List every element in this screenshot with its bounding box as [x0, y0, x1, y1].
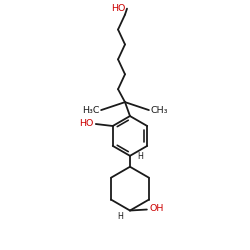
Text: H: H: [117, 212, 123, 221]
Text: HO: HO: [110, 4, 125, 13]
Text: H: H: [137, 152, 143, 161]
Text: HO: HO: [80, 118, 94, 128]
Text: H₃C: H₃C: [82, 106, 99, 114]
Text: CH₃: CH₃: [151, 106, 168, 114]
Text: OH: OH: [150, 204, 164, 213]
